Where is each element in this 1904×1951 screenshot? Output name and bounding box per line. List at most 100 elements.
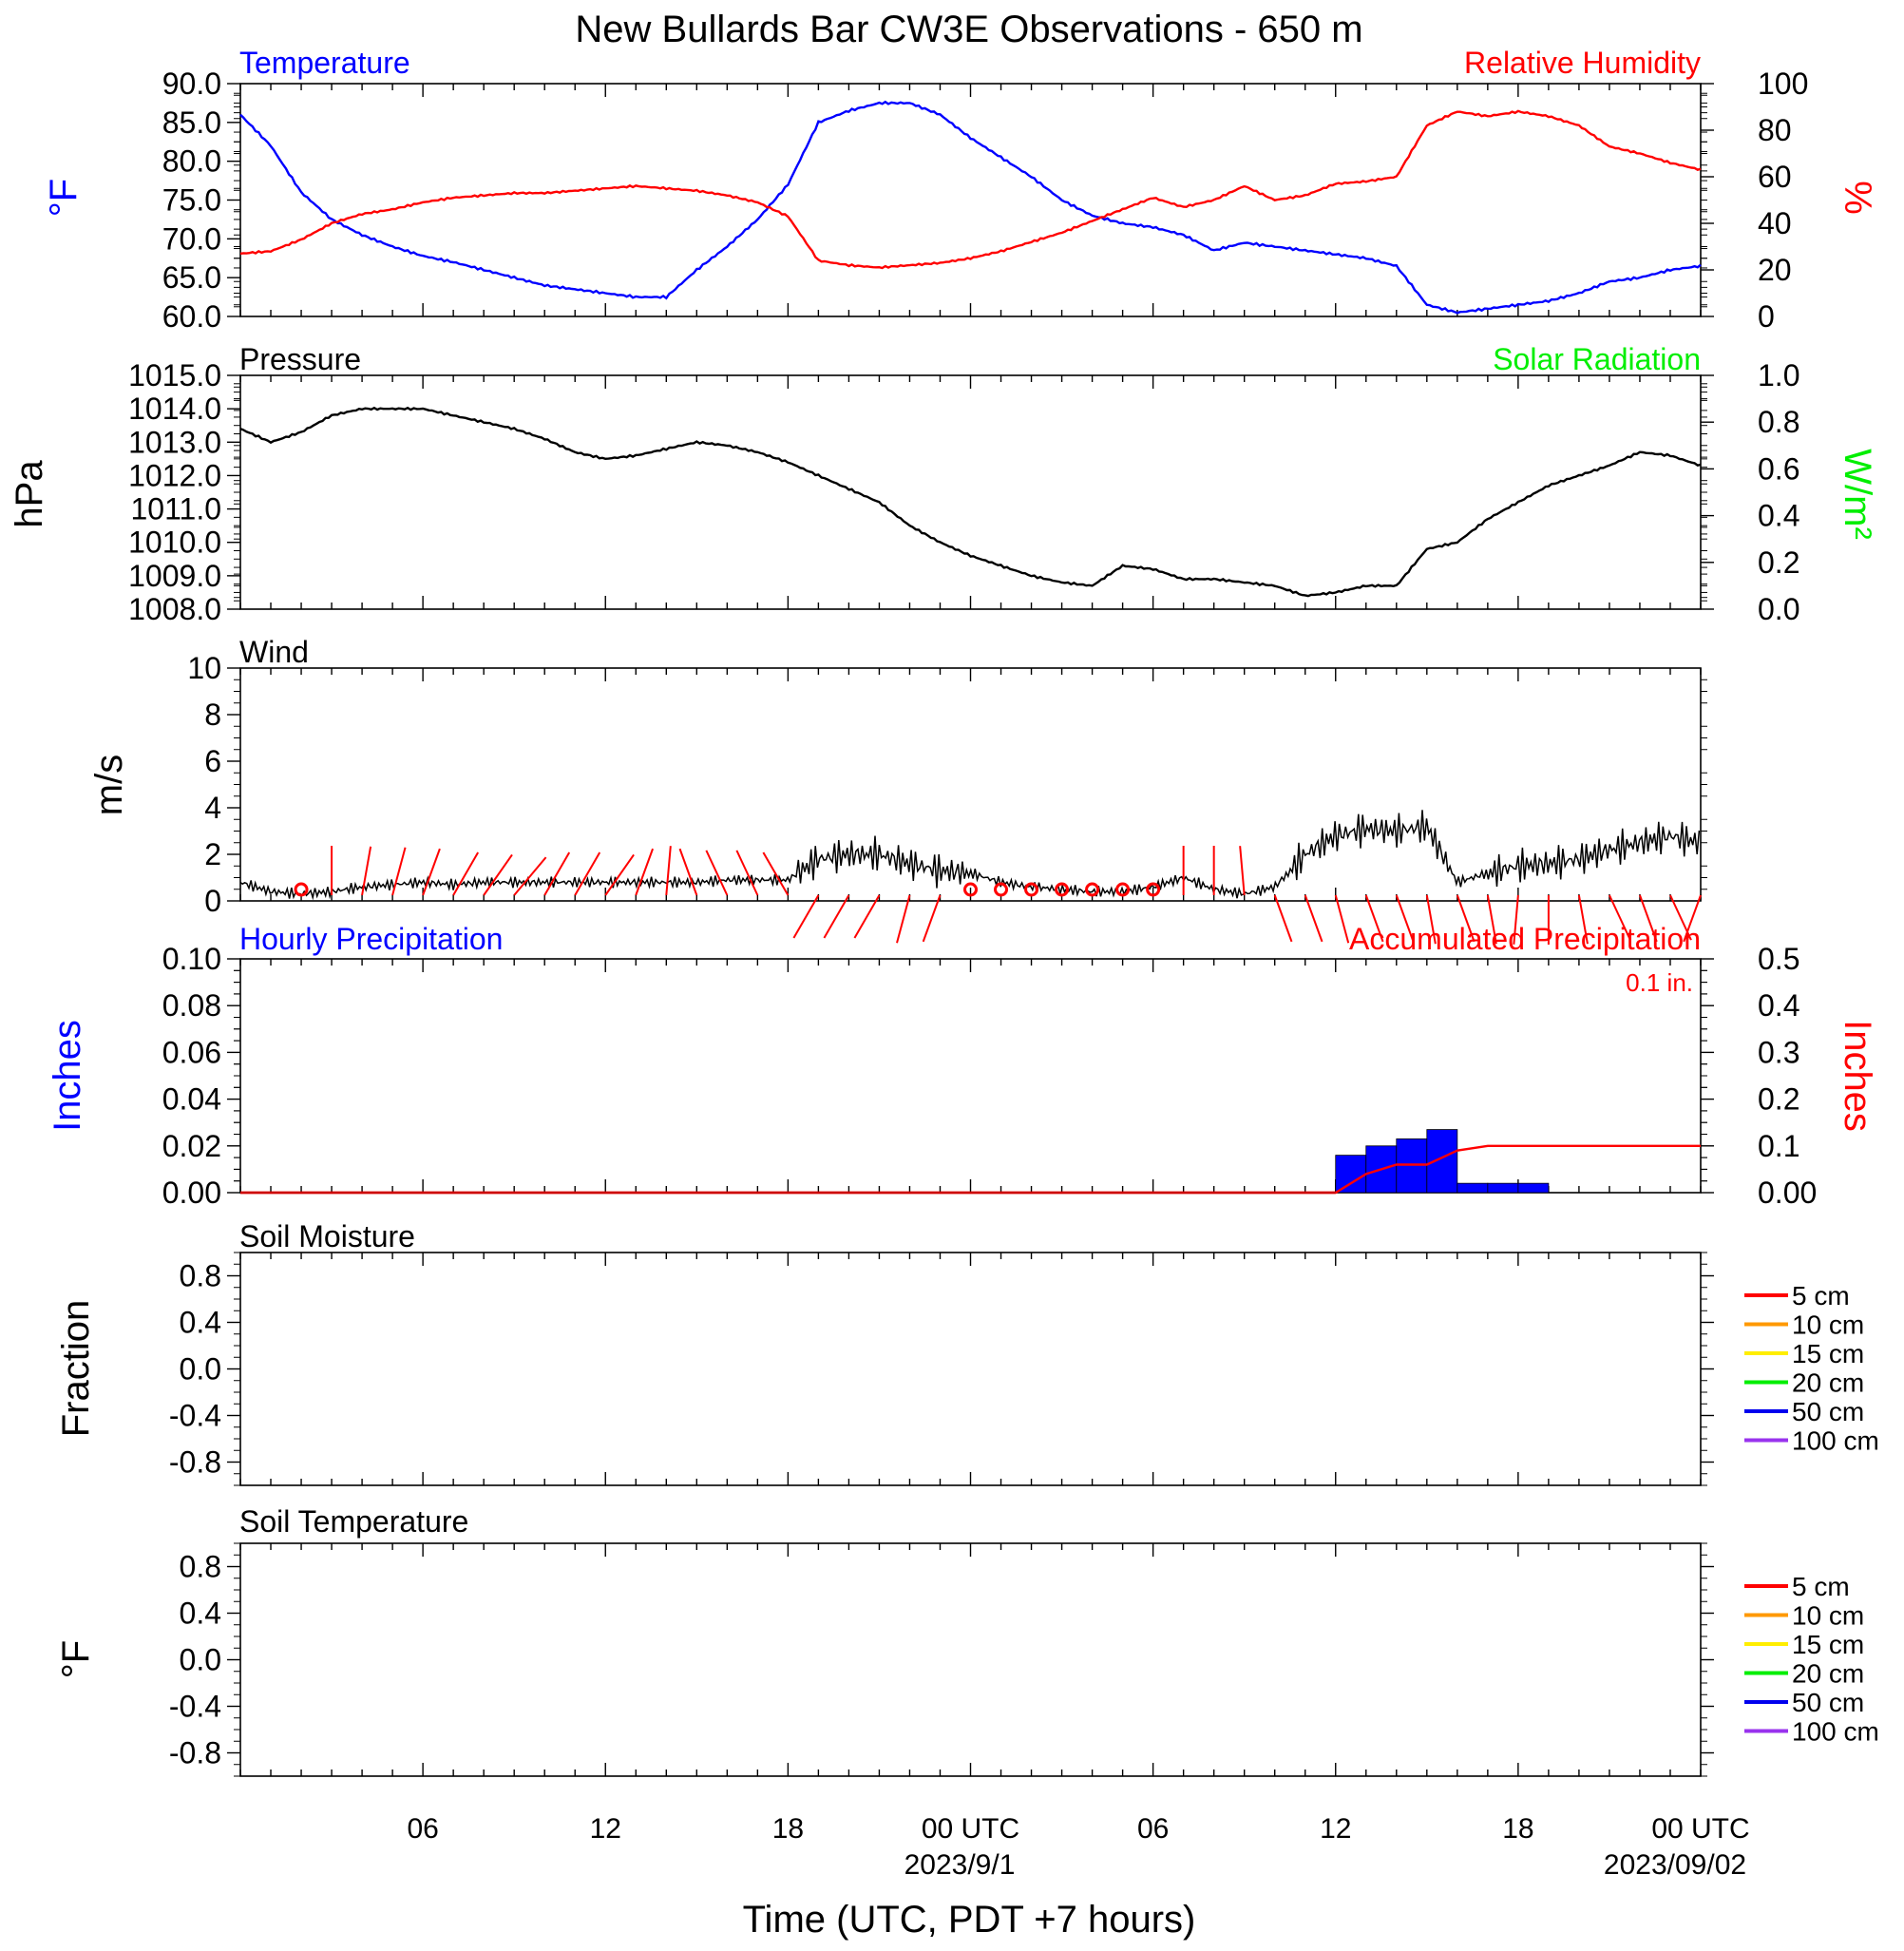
y-tick-label: 90.0 [162, 67, 221, 101]
wind-barb [1683, 894, 1702, 943]
hourly-precip-bar [1335, 1155, 1367, 1194]
plot-frame [239, 374, 1702, 610]
y-tick-label: 1010.0 [128, 526, 221, 560]
x-tick-label: 00 UTC [922, 1813, 1019, 1845]
y-tick-label: 0.0 [180, 1352, 221, 1387]
y-tick-label: 0.8 [180, 1259, 221, 1293]
y-tick-label: 60 [1758, 160, 1792, 194]
x-tick-label: 12 [590, 1813, 621, 1845]
x-tick-label: 06 [1137, 1813, 1169, 1845]
solar-title: Solar Radiation [1493, 342, 1701, 376]
wind-calm-marker [994, 882, 1009, 897]
wind-barb [792, 894, 820, 939]
y-tick-label: 100 [1758, 67, 1808, 101]
legend-label: 50 cm [1792, 1688, 1864, 1717]
wind-calm-marker [1115, 882, 1131, 897]
y-tick-label: 10 [187, 651, 221, 685]
y-tick-label: 0.04 [162, 1082, 221, 1117]
y-tick-label: 0.4 [180, 1597, 221, 1631]
y-tick-label: 4 [204, 791, 221, 825]
soil-moisture-title: Soil Moisture [239, 1219, 415, 1253]
legend-label: 20 cm [1792, 1368, 1864, 1398]
humidity-unit-label: % [1837, 181, 1878, 215]
plot-frame [239, 83, 1702, 317]
hourly-precip-bar [1487, 1182, 1519, 1194]
precip-total-label: 0.1 in. [1626, 968, 1693, 997]
y-tick-label: 0.4 [1758, 988, 1799, 1023]
y-tick-label: 40 [1758, 206, 1792, 240]
y-tick-label: 0.8 [1758, 405, 1799, 439]
legend-label: 20 cm [1792, 1659, 1864, 1689]
panel-wind: Wind m/s [88, 635, 309, 815]
y-tick-label: 0.08 [162, 988, 221, 1023]
wind-barb [678, 848, 698, 896]
y-tick-label: 20 [1758, 253, 1792, 287]
y-tick-label: 1012.0 [128, 458, 221, 492]
temperature-line [239, 100, 1702, 315]
y-tick-label: 0.1 [1758, 1129, 1799, 1163]
date-label-2023-09-02: 2023/09/02 [1604, 1849, 1746, 1881]
temperature-title: Temperature [239, 46, 410, 80]
accumulated-precip-line [240, 1144, 1701, 1195]
soil-moisture-unit-label: Fraction [55, 1300, 97, 1438]
plot-frame [239, 1252, 1702, 1486]
y-tick-label: 60.0 [162, 299, 221, 334]
wind-barb [1577, 894, 1589, 945]
wind-barb [1304, 894, 1323, 943]
y-tick-label: 1013.0 [128, 425, 221, 459]
y-tick-label: 0.0 [1758, 592, 1799, 626]
y-tick-label: 1008.0 [128, 592, 221, 626]
panel-temperature-humidity: Temperature Relative Humidity °F % [43, 46, 1878, 217]
wind-barb [1395, 894, 1415, 943]
y-tick-label: -0.8 [169, 1445, 221, 1480]
wind-calm-marker [1024, 882, 1039, 897]
pressure-unit-label: hPa [9, 460, 50, 528]
y-tick-label: 0.00 [1758, 1176, 1817, 1210]
wind-barb [1334, 894, 1350, 944]
x-tick-label: 18 [1502, 1813, 1533, 1845]
y-tick-label: 0 [204, 884, 221, 918]
legend-label: 10 cm [1792, 1310, 1864, 1340]
legend-label: 50 cm [1792, 1397, 1864, 1426]
wind-barb [1273, 894, 1293, 943]
wind-barb [1513, 894, 1519, 945]
hourly-precip-bar [1426, 1129, 1458, 1194]
y-tick-label: 1009.0 [128, 559, 221, 593]
y-tick-label: 0.6 [1758, 451, 1799, 486]
y-tick-label: 65.0 [162, 260, 221, 295]
wind-barb [452, 851, 480, 896]
wind-barb [391, 847, 407, 896]
y-tick-label: 0.5 [1758, 942, 1799, 976]
legend-label: 100 cm [1792, 1717, 1879, 1747]
wind-barb [604, 853, 635, 896]
wind-barb [1456, 894, 1476, 943]
wind-barb [543, 851, 571, 896]
wind-calm-marker [963, 882, 978, 897]
wind-barb [1239, 846, 1246, 896]
soil-temperature-unit-label: °F [55, 1640, 97, 1678]
wind-barb [1639, 894, 1658, 943]
date-label-2023-9-1: 2023/9/1 [904, 1849, 1016, 1881]
y-tick-label: 0.8 [180, 1550, 221, 1584]
y-tick-label: 0.06 [162, 1035, 221, 1069]
wind-barb [361, 846, 372, 896]
hourly-precip-bar [1457, 1182, 1489, 1194]
y-tick-label: 0.10 [162, 942, 221, 976]
wind-calm-marker [1085, 882, 1100, 897]
wind-barb [665, 846, 672, 896]
y-tick-label: 0.00 [162, 1176, 221, 1210]
pressure-line [239, 406, 1702, 598]
wind-barb [635, 848, 654, 896]
plot-frame [239, 1542, 1702, 1777]
hourly-precip-bar [1517, 1182, 1550, 1194]
y-tick-label: 80.0 [162, 144, 221, 179]
wind-unit-label: m/s [88, 755, 130, 815]
pressure-title: Pressure [239, 342, 361, 376]
y-tick-label: 0.4 [180, 1306, 221, 1340]
y-tick-label: 1014.0 [128, 392, 221, 426]
soil-temperature-title: Soil Temperature [239, 1504, 468, 1539]
y-tick-label: 1015.0 [128, 358, 221, 392]
wind-barb [1486, 894, 1497, 945]
y-tick-label: 1011.0 [131, 492, 222, 526]
